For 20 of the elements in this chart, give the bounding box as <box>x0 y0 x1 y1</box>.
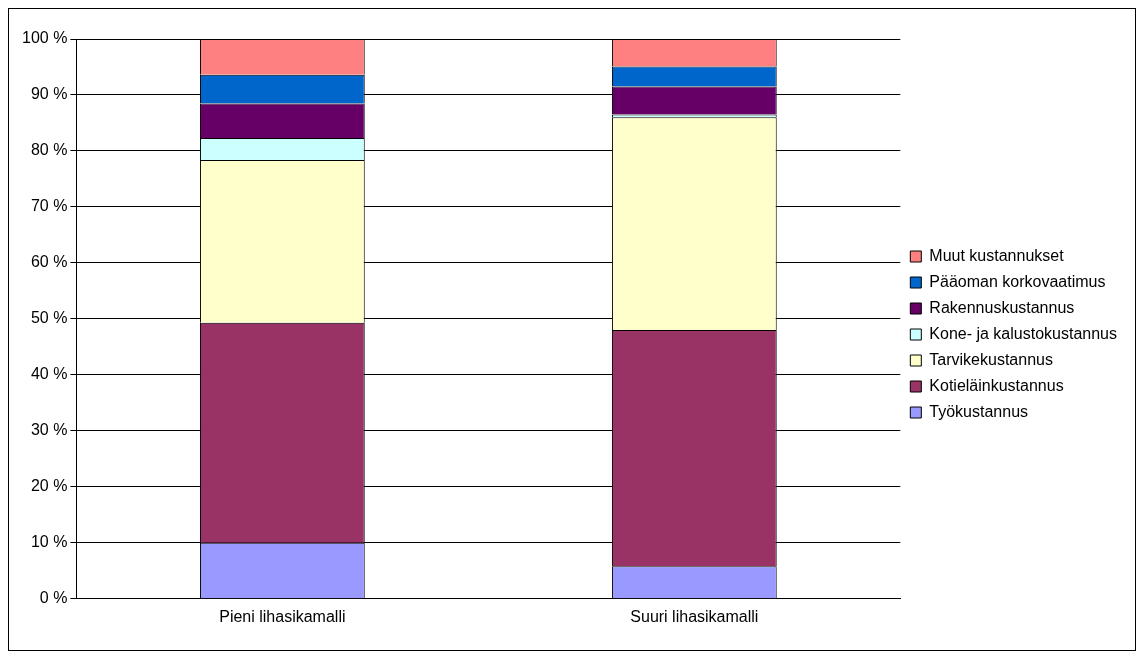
y-tick-label: 100 % <box>21 29 68 47</box>
legend-label: Kone- ja kalustokustannus <box>929 324 1117 342</box>
y-tick-label: 60 % <box>30 253 68 271</box>
y-tick-label: 90 % <box>30 85 68 103</box>
legend-label: Kotieläinkustannus <box>929 376 1064 394</box>
y-tick-label: 50 % <box>30 309 68 327</box>
y-tick-label: 20 % <box>30 477 68 495</box>
legend-label: Rakennuskustannus <box>929 298 1075 316</box>
x-tick-label: Suuri lihasikamalli <box>630 607 759 625</box>
legend-label: Pääoman korkovaatimus <box>929 272 1106 290</box>
y-tick-label: 30 % <box>30 421 68 439</box>
y-tick-label: 80 % <box>30 141 68 159</box>
y-tick-label: 10 % <box>30 533 68 551</box>
legend-label: Muut kustannukset <box>929 246 1065 264</box>
y-tick-label: 70 % <box>30 197 68 215</box>
legend-label: Tarvikekustannus <box>929 350 1053 368</box>
y-tick-label: 0 % <box>39 589 68 607</box>
y-tick-label: 40 % <box>30 365 68 383</box>
x-tick-label: Pieni lihasikamalli <box>219 607 346 625</box>
legend-label: Työkustannus <box>929 402 1029 420</box>
